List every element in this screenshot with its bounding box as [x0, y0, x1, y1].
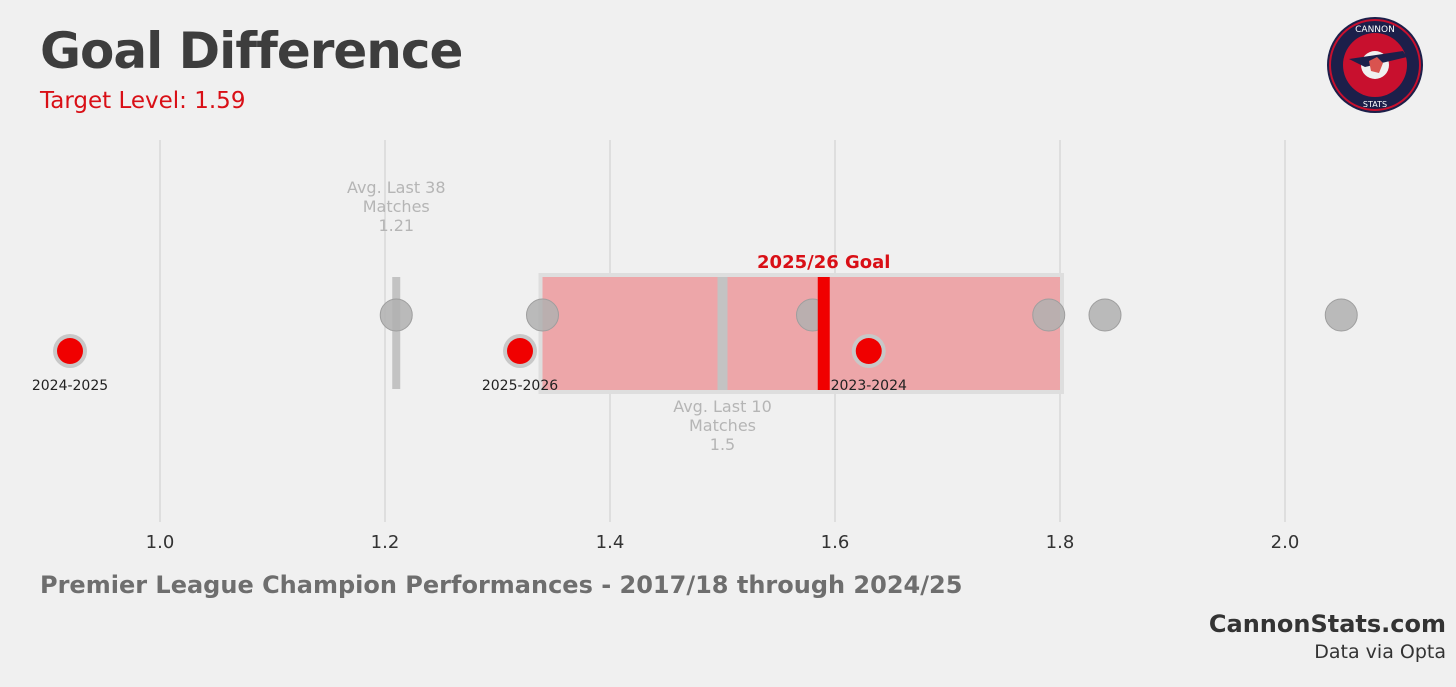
season-point-label: 2023-2024 — [831, 378, 907, 394]
goal-line — [817, 277, 830, 390]
goal-label: 2025/26 Goal — [757, 252, 890, 273]
x-tick-label: 1.0 — [146, 532, 175, 553]
x-tick-label: 1.6 — [821, 532, 850, 553]
avg-last-38-label: Matches — [363, 197, 430, 216]
range-band — [542, 277, 1060, 390]
avg-last-10-label: 1.5 — [710, 435, 735, 454]
avg-last-38-label: Avg. Last 38 — [347, 178, 446, 197]
avg-last-38-label: 1.21 — [378, 216, 414, 235]
x-tick-label: 1.2 — [371, 532, 400, 553]
season-point — [855, 338, 882, 364]
season-point — [507, 338, 533, 364]
avg-last-10-label: Avg. Last 10 — [673, 397, 772, 416]
champion-point — [1324, 298, 1358, 332]
season-point-label: 2024-2025 — [32, 378, 108, 394]
champion-point — [526, 298, 559, 332]
site-name: CannonStats.com — [1208, 610, 1446, 638]
data-source: Data via Opta — [1314, 641, 1446, 663]
season-point — [57, 338, 83, 364]
avg-last-10-label: Matches — [689, 416, 756, 435]
x-tick-label: 1.8 — [1046, 532, 1075, 553]
chart-subtitle: Premier League Champion Performances - 2… — [40, 571, 963, 599]
avg-last-38-marker — [392, 277, 401, 389]
cannonstats-logo: CANNON STATS — [1327, 17, 1423, 113]
logo-top-text: CANNON — [1355, 25, 1395, 35]
champion-point — [379, 298, 413, 332]
avg-last-10-marker — [717, 277, 728, 390]
season-point-label: 2025-2026 — [482, 378, 558, 394]
x-tick-label: 2.0 — [1271, 532, 1300, 553]
champion-point — [1032, 298, 1066, 332]
x-tick-label: 1.4 — [596, 532, 625, 553]
logo-bottom-text: STATS — [1363, 100, 1387, 109]
champion-point — [1088, 298, 1122, 332]
target-level-label: Target Level: 1.59 — [40, 88, 246, 114]
chart-title: Goal Difference — [40, 22, 463, 80]
